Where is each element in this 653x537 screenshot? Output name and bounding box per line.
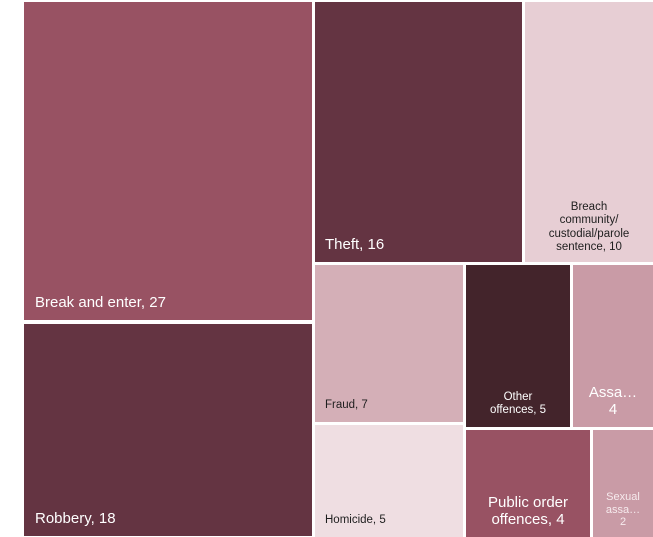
tile-label: Theft, 16 [325,235,385,253]
tile-label: Homicide, 5 [325,513,386,526]
tile-sexual-assault: Sexual assa… 2 [593,430,653,537]
tile-public-order: Public order offences, 4 [466,430,590,537]
tile-label: Robbery, 18 [35,509,116,527]
tile-fraud: Fraud, 7 [315,265,463,422]
tile-label: Break and enter, 27 [35,293,166,311]
tile-robbery: Robbery, 18 [24,324,312,536]
tile-label: Fraud, 7 [325,398,368,411]
tile-other-offences: Other offences, 5 [466,265,570,427]
tile-breach: Breach community/ custodial/parole sente… [525,2,653,262]
tile-homicide: Homicide, 5 [315,425,463,537]
tile-label: Breach community/ custodial/parole sente… [548,201,630,253]
tile-label: Public order offences, 4 [487,493,569,528]
tile-label: Assa… 4 [588,383,638,418]
tile-assault: Assa… 4 [573,265,653,427]
tile-label: Other offences, 5 [489,390,547,416]
tile-theft: Theft, 16 [315,2,522,262]
tile-label: Sexual assa… 2 [605,491,641,529]
tile-break-and-enter: Break and enter, 27 [24,2,312,320]
